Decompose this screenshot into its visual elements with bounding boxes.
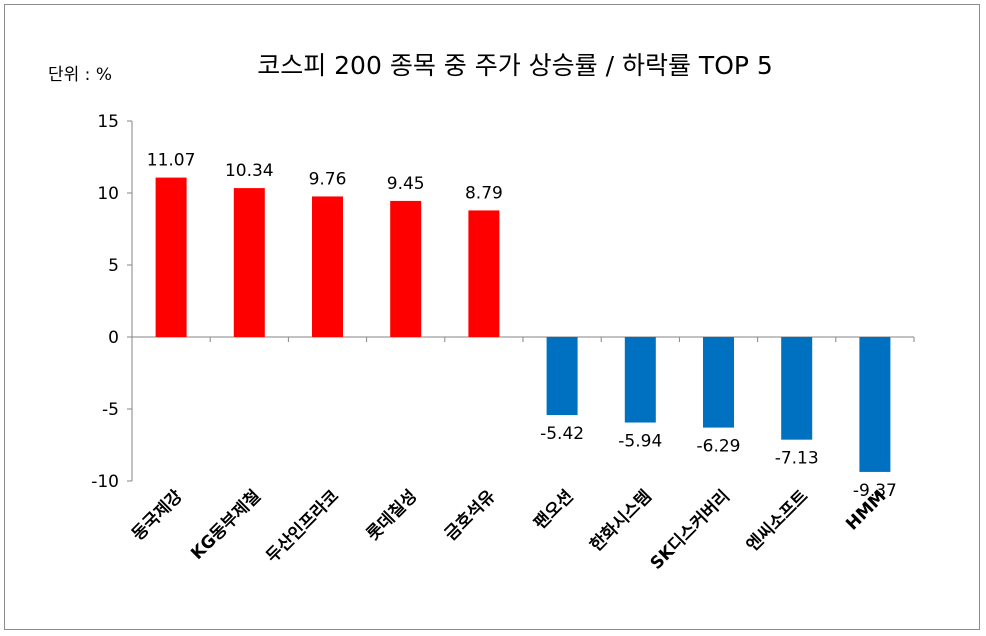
y-ticks: 15 10 5 0 -5 -10: [91, 112, 132, 492]
data-label: -5.42: [540, 424, 584, 444]
data-label: 11.07: [147, 151, 196, 171]
data-label: 8.79: [465, 183, 503, 203]
bar: [781, 337, 813, 440]
bar: [390, 200, 422, 337]
category-label: 팬오션: [530, 486, 577, 533]
data-label: 10.34: [225, 161, 274, 181]
bar: [859, 337, 891, 472]
data-labels: 11.07 10.34 9.76 9.45 8.79 -5.42 -5.94 -6.29 -7.…: [147, 151, 897, 501]
category-label: 한화시스템: [586, 486, 655, 555]
bar: [155, 177, 187, 337]
category-label: KG동부제철: [187, 486, 265, 564]
chart-title: 코스피 200 종목 중 주가 상승률 / 하락률 TOP 5: [257, 51, 773, 80]
data-label: 9.76: [309, 169, 347, 189]
bar: [312, 196, 343, 337]
y-tick-label: -5: [102, 400, 119, 420]
y-tick-label: 5: [108, 256, 119, 276]
category-label: 엔씨소프트: [743, 486, 813, 556]
bar: [468, 210, 500, 337]
bar: [703, 337, 734, 428]
unit-label: 단위 : %: [48, 65, 112, 85]
bars: [155, 177, 891, 472]
category-label: 롯데칠성: [362, 486, 421, 545]
bar: [233, 188, 265, 337]
data-label: 9.45: [387, 174, 425, 194]
category-label: 동국제강: [128, 486, 187, 545]
data-label: -5.94: [618, 432, 662, 452]
y-tick-label: -10: [91, 472, 119, 492]
bar: [624, 337, 656, 423]
category-label: 두산인프라코: [263, 486, 344, 567]
y-tick-label: 10: [97, 184, 119, 204]
y-tick-label: 0: [108, 328, 119, 348]
data-label: -9.37: [853, 481, 897, 501]
bar: [546, 337, 578, 416]
data-label: -7.13: [775, 449, 819, 469]
data-label: -6.29: [697, 437, 741, 457]
y-tick-label: 15: [97, 112, 119, 132]
category-label: SK디스커버리: [647, 486, 734, 573]
category-label: 금호석유: [441, 486, 500, 545]
